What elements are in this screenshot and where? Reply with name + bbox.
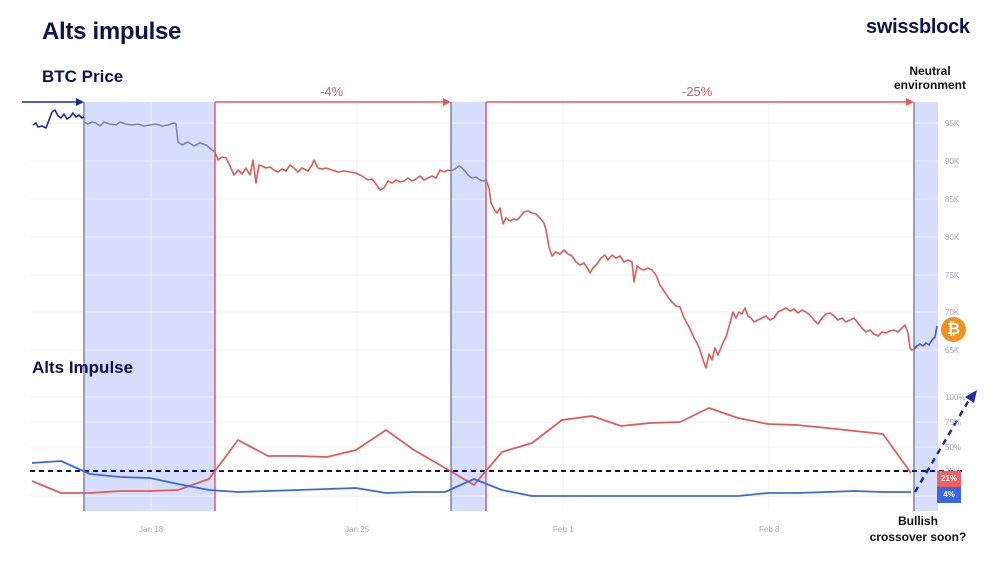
- period1-change-label: -4%: [320, 84, 344, 99]
- red-impulse-line: [31, 407, 912, 494]
- page-title: Alts impulse: [42, 18, 182, 45]
- neutral-label-line2: environment: [893, 78, 966, 92]
- price-gridlines: [30, 102, 938, 511]
- x-tick-jan25: Jan 25: [345, 525, 370, 534]
- price-tick-85k: 85K: [945, 195, 960, 204]
- period-arrows: [22, 98, 914, 106]
- impulse-lines: [31, 407, 912, 497]
- x-tick-feb1: Feb 1: [553, 525, 574, 534]
- neutral-regions: [84, 102, 938, 511]
- period2-change-label: -25%: [682, 84, 713, 99]
- impulse-tick-75: 75%: [945, 418, 962, 427]
- bitcoin-icon: ₿: [941, 317, 966, 342]
- btc-price-label: BTC Price: [42, 67, 124, 86]
- bullish-label-line2: crossover soon?: [869, 530, 967, 544]
- price-tick-95k: 95K: [945, 119, 960, 128]
- price-tick-80k: 80K: [945, 233, 960, 242]
- blue-impulse-line: [31, 460, 911, 497]
- price-tick-75k: 75K: [945, 271, 960, 280]
- impulse-tick-50: 50%: [945, 443, 962, 452]
- neutral-environment-label: Neutral environment: [880, 64, 980, 92]
- red-impulse-value-badge: 21%: [937, 471, 961, 487]
- bullish-projection-arrow: [913, 390, 977, 493]
- bullish-label-line1: Bullish: [897, 514, 938, 528]
- price-tick-70k: 70K: [945, 308, 960, 317]
- neutral-label-line1: Neutral: [909, 64, 951, 78]
- price-tick-90k: 90K: [945, 157, 960, 166]
- brand-logo: swissblock: [866, 16, 970, 38]
- impulse-tick-100: 100%: [945, 393, 966, 402]
- bullish-crossover-label: Bullish crossover soon?: [858, 513, 978, 545]
- price-tick-65k: 65K: [945, 346, 960, 355]
- x-tick-feb8: Feb 8: [759, 525, 780, 534]
- alts-impulse-label: Alts Impulse: [32, 358, 134, 377]
- blue-impulse-value-badge: 4%: [937, 487, 961, 503]
- btc-price-line: [32, 109, 938, 369]
- impulse-gridlines: [30, 396, 938, 497]
- x-tick-jan18: Jan 18: [139, 525, 164, 534]
